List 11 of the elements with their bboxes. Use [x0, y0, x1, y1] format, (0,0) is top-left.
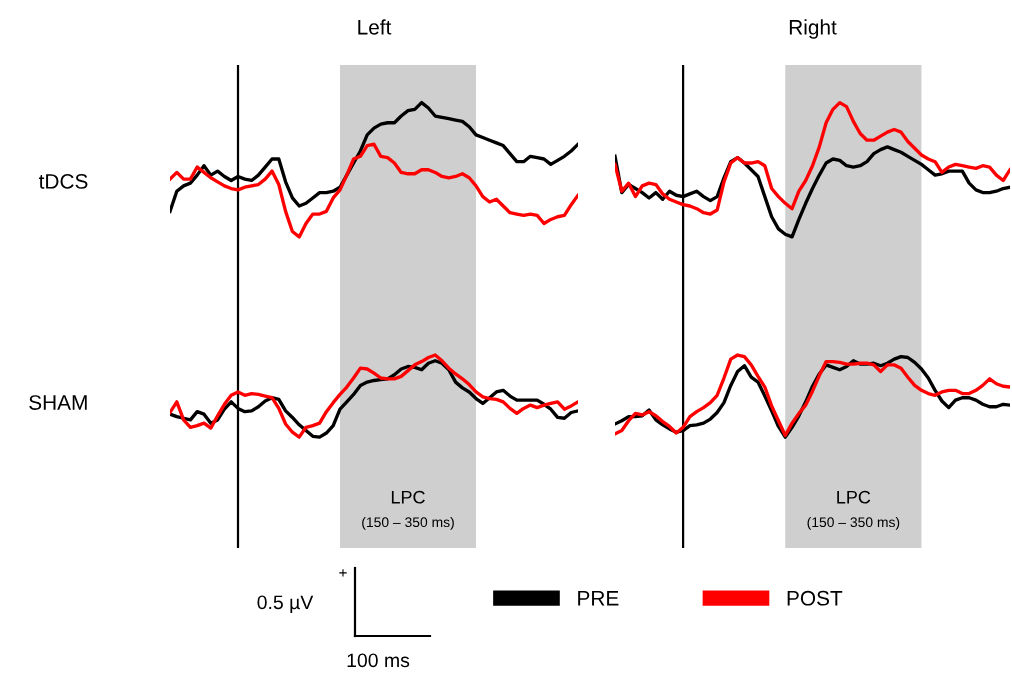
chart-title: Right [789, 19, 837, 39]
text: 0.5 µV [257, 595, 314, 614]
text: LPC (150 – 350 ms) [807, 490, 900, 530]
text: + [339, 569, 347, 577]
y-axis-title: tDCS [38, 174, 88, 189]
chart-title: Left [358, 19, 392, 35]
legend-label: PRE [578, 591, 619, 606]
text: 100 ms [347, 653, 410, 668]
text: LPC (150 – 350 ms) [362, 490, 454, 530]
y-axis-title: SHAM [29, 395, 87, 410]
legend-label: POST [787, 590, 843, 606]
